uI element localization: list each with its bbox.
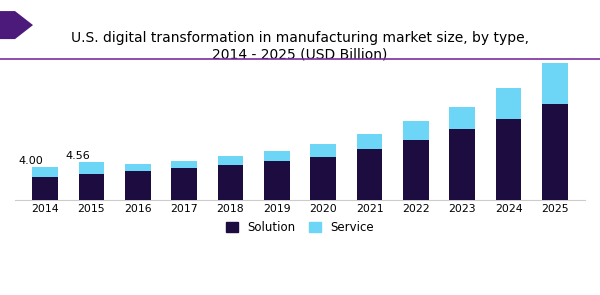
Bar [79,162,104,174]
Bar [264,161,290,200]
Bar [218,156,243,165]
Bar [403,140,428,200]
Bar [125,164,151,171]
Bar [357,149,382,200]
Bar [496,88,521,119]
Bar [449,130,475,200]
Legend: Solution, Service: Solution, Service [221,217,379,239]
Bar [542,63,568,104]
Bar [172,168,197,200]
Bar [310,157,336,200]
Bar [542,104,568,200]
Bar [264,150,290,161]
Bar [218,165,243,200]
Bar [310,144,336,157]
Bar [32,167,58,177]
Text: 4.00: 4.00 [19,155,44,165]
Bar [496,119,521,200]
Bar [79,174,104,200]
Bar [449,107,475,130]
Bar [125,171,151,200]
Bar [403,121,428,140]
Text: 4.56: 4.56 [65,151,90,161]
Bar [32,177,58,200]
Text: U.S. digital transformation in manufacturing market size, by type,
2014 - 2025 (: U.S. digital transformation in manufactu… [71,31,529,61]
Bar [172,160,197,168]
Bar [357,134,382,149]
